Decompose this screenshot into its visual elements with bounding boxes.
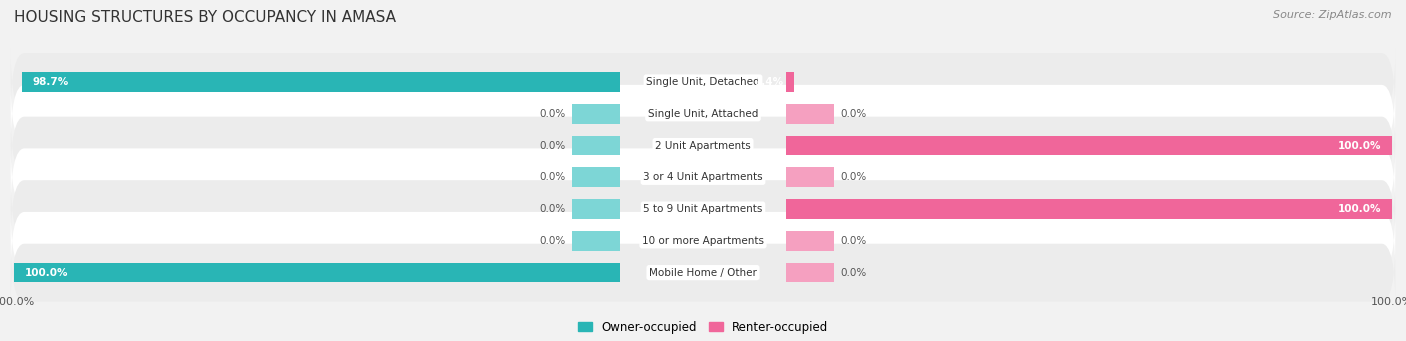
Text: 0.0%: 0.0% <box>841 236 868 246</box>
Bar <box>786 263 834 282</box>
Text: 3 or 4 Unit Apartments: 3 or 4 Unit Apartments <box>643 172 763 182</box>
Text: Mobile Home / Other: Mobile Home / Other <box>650 268 756 278</box>
FancyBboxPatch shape <box>11 47 1395 117</box>
Text: 0.0%: 0.0% <box>538 204 565 214</box>
Text: 0.0%: 0.0% <box>841 109 868 119</box>
FancyBboxPatch shape <box>11 111 1395 180</box>
Bar <box>786 104 834 124</box>
Text: 10 or more Apartments: 10 or more Apartments <box>643 236 763 246</box>
Bar <box>786 231 834 251</box>
FancyBboxPatch shape <box>11 206 1395 276</box>
Bar <box>786 72 794 92</box>
Text: 0.0%: 0.0% <box>538 172 565 182</box>
FancyBboxPatch shape <box>11 143 1395 212</box>
Text: 0.0%: 0.0% <box>538 109 565 119</box>
Bar <box>572 104 620 124</box>
Text: 100.0%: 100.0% <box>1339 204 1382 214</box>
Text: 1.4%: 1.4% <box>755 77 783 87</box>
Text: Single Unit, Detached: Single Unit, Detached <box>647 77 759 87</box>
FancyBboxPatch shape <box>11 238 1395 307</box>
Text: HOUSING STRUCTURES BY OCCUPANCY IN AMASA: HOUSING STRUCTURES BY OCCUPANCY IN AMASA <box>14 10 396 25</box>
Text: 5 to 9 Unit Apartments: 5 to 9 Unit Apartments <box>644 204 762 214</box>
Bar <box>572 136 620 155</box>
Bar <box>786 167 834 187</box>
Text: 0.0%: 0.0% <box>538 236 565 246</box>
Text: 100.0%: 100.0% <box>1339 140 1382 151</box>
Legend: Owner-occupied, Renter-occupied: Owner-occupied, Renter-occupied <box>572 316 834 338</box>
Bar <box>22 72 620 92</box>
Text: 98.7%: 98.7% <box>32 77 69 87</box>
Text: 0.0%: 0.0% <box>841 172 868 182</box>
Bar <box>572 231 620 251</box>
Bar <box>786 199 1392 219</box>
Bar <box>786 136 1392 155</box>
Bar <box>572 199 620 219</box>
Bar <box>572 167 620 187</box>
FancyBboxPatch shape <box>11 175 1395 244</box>
Text: Single Unit, Attached: Single Unit, Attached <box>648 109 758 119</box>
Text: 0.0%: 0.0% <box>538 140 565 151</box>
Bar <box>14 263 620 282</box>
Text: 0.0%: 0.0% <box>841 268 868 278</box>
Text: 100.0%: 100.0% <box>24 268 67 278</box>
FancyBboxPatch shape <box>11 79 1395 148</box>
Text: Source: ZipAtlas.com: Source: ZipAtlas.com <box>1274 10 1392 20</box>
Text: 2 Unit Apartments: 2 Unit Apartments <box>655 140 751 151</box>
